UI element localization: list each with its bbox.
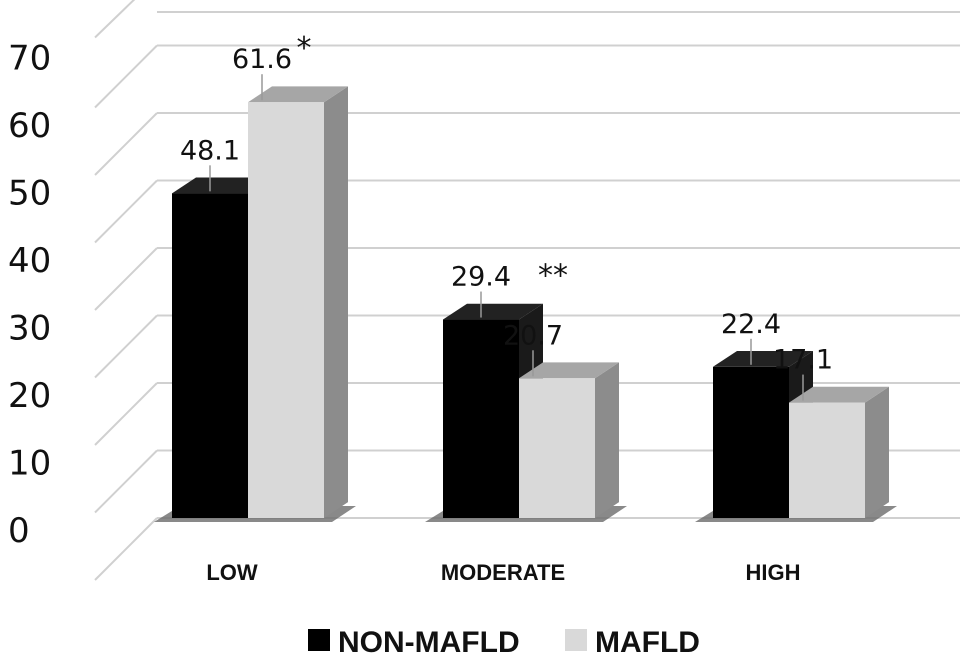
gridline-diagonal [94,247,158,311]
y-tick-label: 30 [8,309,51,349]
bar-top [443,303,543,320]
bar-top [248,86,348,103]
gridline-diagonal [94,179,158,244]
data-label: 29.4 [451,262,511,293]
legend-item: MAFLD [565,626,700,656]
legend-swatch [308,629,330,651]
data-label: 17.1 [773,345,833,376]
gridline-diagonal [94,314,158,379]
legend-swatch [565,629,587,651]
y-tick-label: 40 [8,241,51,281]
gridline-diagonal [94,0,136,39]
data-label: 22.4 [721,309,781,340]
data-label: 48.1 [180,135,240,166]
y-tick-label: 60 [8,106,51,146]
gridline-diagonal [94,112,158,176]
y-tick-label: 70 [8,39,51,79]
y-tick-label: 10 [8,444,51,484]
significance-marker: ** [538,259,568,294]
data-labels: 48.161.629.420.7 22.417.1*** [180,31,833,401]
bar-front [519,378,595,518]
gridline-diagonal [94,517,158,581]
bars [172,86,889,519]
bar-side [595,362,619,518]
bar-front [789,402,865,518]
gridline-diagonal [94,382,158,446]
bar-top [519,362,619,379]
x-tick-label: LOW [206,560,258,585]
legend: NON-MAFLD MAFLD [308,626,700,656]
y-tick-label: 0 [8,511,30,551]
x-axis: LOW MODERATE HIGH [206,560,800,585]
x-tick-label: HIGH [746,560,801,585]
y-axis: 0 10 20 30 40 50 60 70 [8,39,51,552]
gridline-diagonal [94,449,158,514]
bar-front [443,319,519,518]
gridline-diagonal [94,44,158,109]
bar-side [865,386,889,518]
bar-high-mafld [789,386,889,518]
data-label: 20.7 [503,320,563,351]
y-tick-label: 50 [8,174,51,214]
significance-marker: * [297,31,312,66]
y-tick-label: 20 [8,376,51,416]
bar-top [713,350,813,367]
bar-front [713,366,789,518]
bar-top [789,386,889,403]
legend-label: NON-MAFLD [338,626,520,656]
bar-top [172,177,272,194]
legend-label: MAFLD [595,626,700,656]
bar-low-mafld [248,86,348,519]
data-label: 61.6 [232,44,292,75]
bar-moderate-mafld [519,362,619,518]
bar-front [248,102,324,518]
bar-front [172,193,248,518]
x-tick-label: MODERATE [441,560,565,585]
legend-item: NON-MAFLD [308,626,520,656]
bar-side [324,86,348,519]
